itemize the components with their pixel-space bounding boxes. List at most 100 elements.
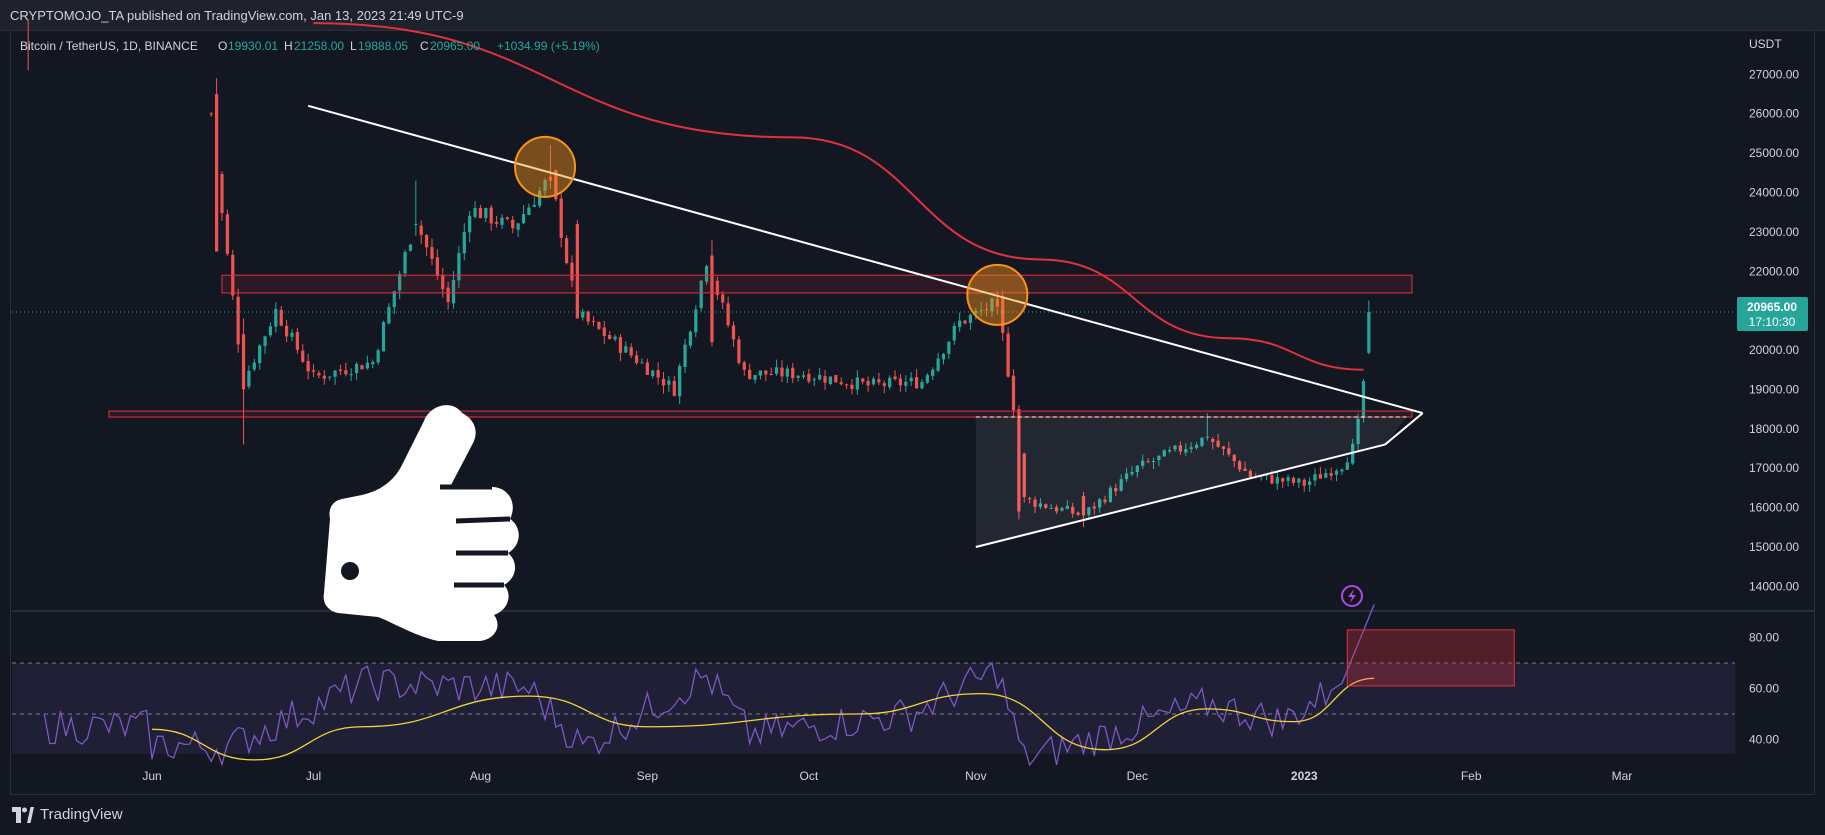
tradingview-logo[interactable]: TradingView bbox=[12, 806, 123, 823]
candle-body bbox=[1162, 450, 1166, 457]
candle bbox=[721, 291, 725, 310]
candle bbox=[1011, 369, 1016, 417]
candle-body bbox=[376, 350, 380, 363]
candle bbox=[785, 365, 789, 384]
candle-body bbox=[349, 374, 353, 376]
time-tick-label: Feb bbox=[1461, 769, 1482, 783]
candle-body bbox=[1060, 507, 1064, 511]
legend-open-label: O bbox=[218, 39, 227, 53]
price-tick-label: 22000.00 bbox=[1749, 264, 1799, 278]
candle bbox=[338, 364, 343, 375]
candle bbox=[516, 222, 520, 238]
overbought-box bbox=[1346, 629, 1515, 687]
candle bbox=[1200, 437, 1204, 448]
time-axis[interactable]: Jun Jul Aug Sep Oct Nov Dec 2023 Feb Mar bbox=[142, 769, 1632, 783]
legend-high-label: H bbox=[284, 39, 293, 53]
candle-body bbox=[613, 336, 617, 340]
candle bbox=[478, 204, 483, 219]
candle bbox=[446, 281, 450, 310]
candle bbox=[618, 334, 623, 362]
candle bbox=[748, 363, 752, 380]
candle bbox=[209, 112, 213, 117]
candle bbox=[403, 249, 407, 277]
candle bbox=[317, 370, 321, 379]
candle-body bbox=[1216, 440, 1220, 447]
candle-body bbox=[381, 322, 386, 352]
alert-icon[interactable] bbox=[1341, 585, 1363, 607]
candle bbox=[451, 271, 456, 309]
candle-body bbox=[494, 221, 499, 224]
candle bbox=[1017, 405, 1021, 520]
candle bbox=[672, 375, 676, 397]
candle bbox=[489, 205, 493, 231]
candle bbox=[284, 319, 289, 343]
candle bbox=[645, 358, 649, 375]
candle-body bbox=[317, 373, 321, 376]
candle bbox=[1238, 459, 1242, 472]
candle bbox=[1275, 470, 1279, 490]
candle bbox=[882, 380, 886, 394]
candle-body bbox=[742, 362, 746, 370]
candle bbox=[1168, 446, 1172, 454]
candle-body bbox=[1291, 477, 1296, 483]
candle bbox=[1248, 469, 1253, 479]
candle bbox=[381, 320, 386, 352]
candle-body bbox=[645, 362, 649, 375]
candle-body bbox=[403, 252, 407, 274]
price-pane bbox=[12, 19, 1815, 612]
candle bbox=[1130, 466, 1134, 477]
candle bbox=[241, 318, 246, 445]
candle bbox=[365, 355, 369, 370]
candle-body bbox=[1087, 507, 1091, 515]
candle-body bbox=[414, 224, 418, 225]
price-tick-label: 23000.00 bbox=[1749, 225, 1799, 239]
annotation-layer bbox=[108, 104, 1424, 548]
candle-body bbox=[543, 180, 547, 191]
candle bbox=[306, 353, 310, 380]
candle-body bbox=[931, 369, 935, 376]
price-chart[interactable]: Bitcoin / TetherUS, 1D, BINANCE O 19930.… bbox=[0, 0, 1825, 795]
candle-body bbox=[241, 334, 246, 390]
candle bbox=[1361, 378, 1366, 423]
candle bbox=[1286, 474, 1290, 487]
price-tick-label: 17000.00 bbox=[1749, 461, 1799, 475]
candle bbox=[322, 370, 326, 385]
candle-body bbox=[1033, 499, 1037, 507]
candle bbox=[1135, 465, 1139, 478]
candle bbox=[984, 302, 989, 317]
candle bbox=[1119, 474, 1123, 492]
candle-body bbox=[796, 375, 800, 378]
time-tick-label: Sep bbox=[637, 769, 659, 783]
candle-body bbox=[602, 327, 606, 337]
candle bbox=[435, 249, 439, 280]
candle-body bbox=[258, 345, 262, 364]
rsi-axis[interactable]: 80.00 60.00 40.00 bbox=[1749, 631, 1779, 747]
candle-body bbox=[974, 310, 978, 314]
candle-body bbox=[1135, 465, 1139, 473]
candle bbox=[1291, 476, 1296, 486]
last-price-countdown: 17:10:30 bbox=[1749, 315, 1796, 329]
candle bbox=[1141, 454, 1145, 470]
candle bbox=[958, 312, 962, 332]
candle bbox=[1022, 452, 1026, 503]
candle-body bbox=[748, 369, 752, 380]
candle-body bbox=[252, 362, 256, 370]
candle bbox=[828, 376, 833, 386]
candle-body bbox=[812, 379, 816, 381]
candle bbox=[538, 187, 542, 209]
candle-body bbox=[1248, 470, 1253, 478]
candle bbox=[688, 330, 693, 349]
chart-frame[interactable] bbox=[10, 30, 1815, 795]
candle-body bbox=[263, 336, 267, 346]
candle-body bbox=[1318, 474, 1323, 479]
candle-body bbox=[871, 378, 876, 385]
candle-body bbox=[311, 370, 316, 372]
candle bbox=[252, 358, 256, 372]
candle-body bbox=[764, 370, 768, 375]
candle bbox=[1313, 468, 1317, 486]
candle bbox=[818, 367, 822, 381]
candle bbox=[753, 375, 757, 384]
candle-body bbox=[866, 381, 870, 386]
support-zone bbox=[108, 410, 1413, 418]
candle bbox=[968, 313, 973, 330]
